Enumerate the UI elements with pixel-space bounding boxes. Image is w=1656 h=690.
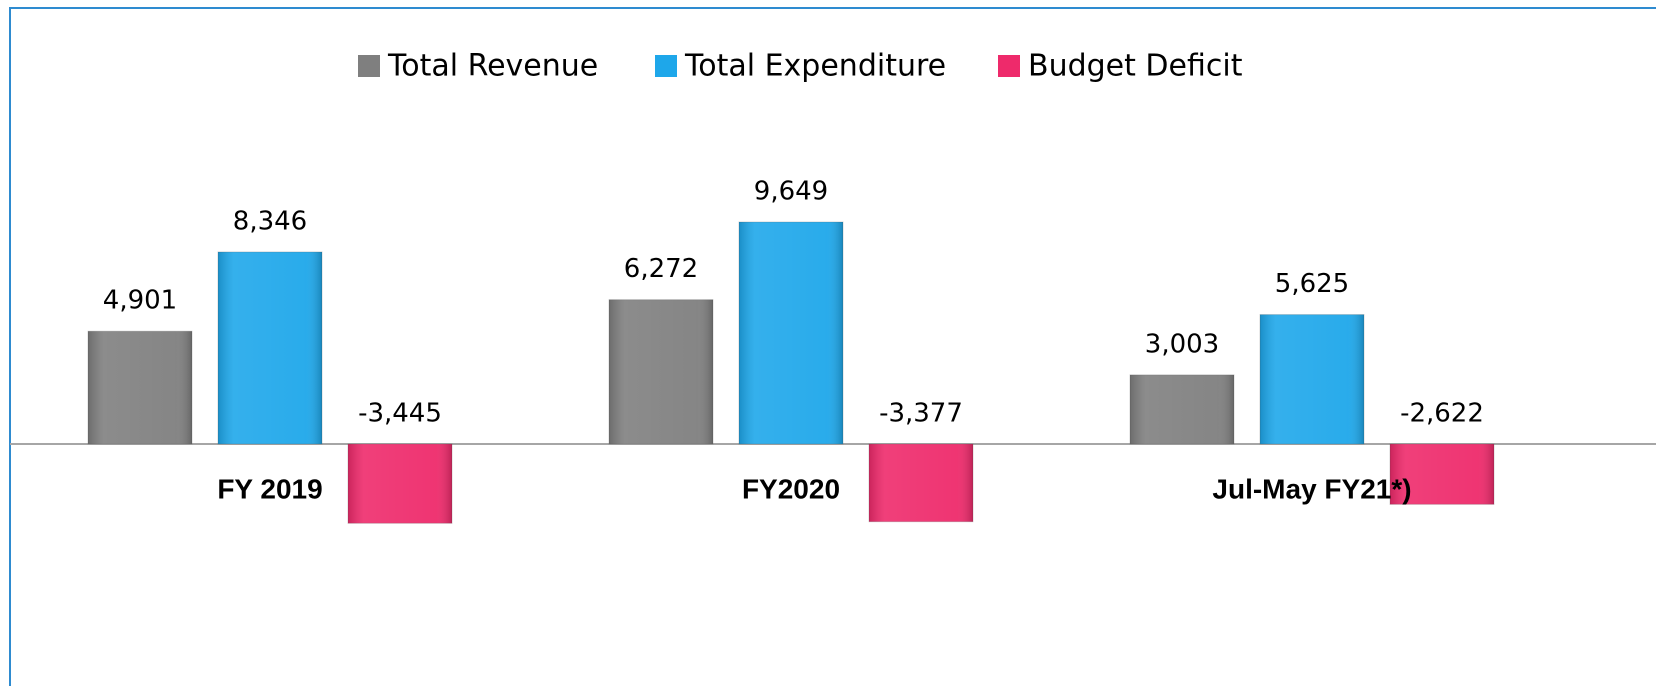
category-label: Jul-May FY21*) — [1212, 473, 1411, 504]
bar-shade — [869, 444, 973, 522]
value-label: -3,377 — [879, 399, 963, 429]
bar-shade — [218, 251, 322, 444]
bar-shade — [1130, 374, 1234, 444]
legend-swatch — [655, 55, 677, 77]
bar-shade — [1260, 314, 1364, 444]
bar-shade — [1390, 444, 1494, 505]
value-label: 8,346 — [233, 206, 307, 236]
bar-shade — [348, 444, 452, 524]
bar-shade — [739, 222, 843, 444]
value-label: 4,901 — [103, 286, 177, 316]
bar-shade — [88, 331, 192, 444]
category-label: FY2020 — [742, 473, 840, 504]
legend-label: Budget Deficit — [1028, 49, 1243, 84]
value-label: -2,622 — [1400, 399, 1484, 429]
bar-shade — [609, 299, 713, 444]
legend-swatch — [998, 55, 1020, 77]
value-label: 6,272 — [624, 254, 698, 284]
category-label: FY 2019 — [217, 473, 322, 504]
value-label: 3,003 — [1145, 329, 1219, 359]
legend-label: Total Expenditure — [684, 49, 946, 84]
legend-label: Total Revenue — [387, 49, 598, 84]
value-label: 9,649 — [754, 177, 828, 207]
value-label: -3,445 — [358, 399, 442, 429]
value-label: 5,625 — [1275, 269, 1349, 299]
frame — [9, 7, 1656, 690]
legend-swatch — [358, 55, 380, 77]
